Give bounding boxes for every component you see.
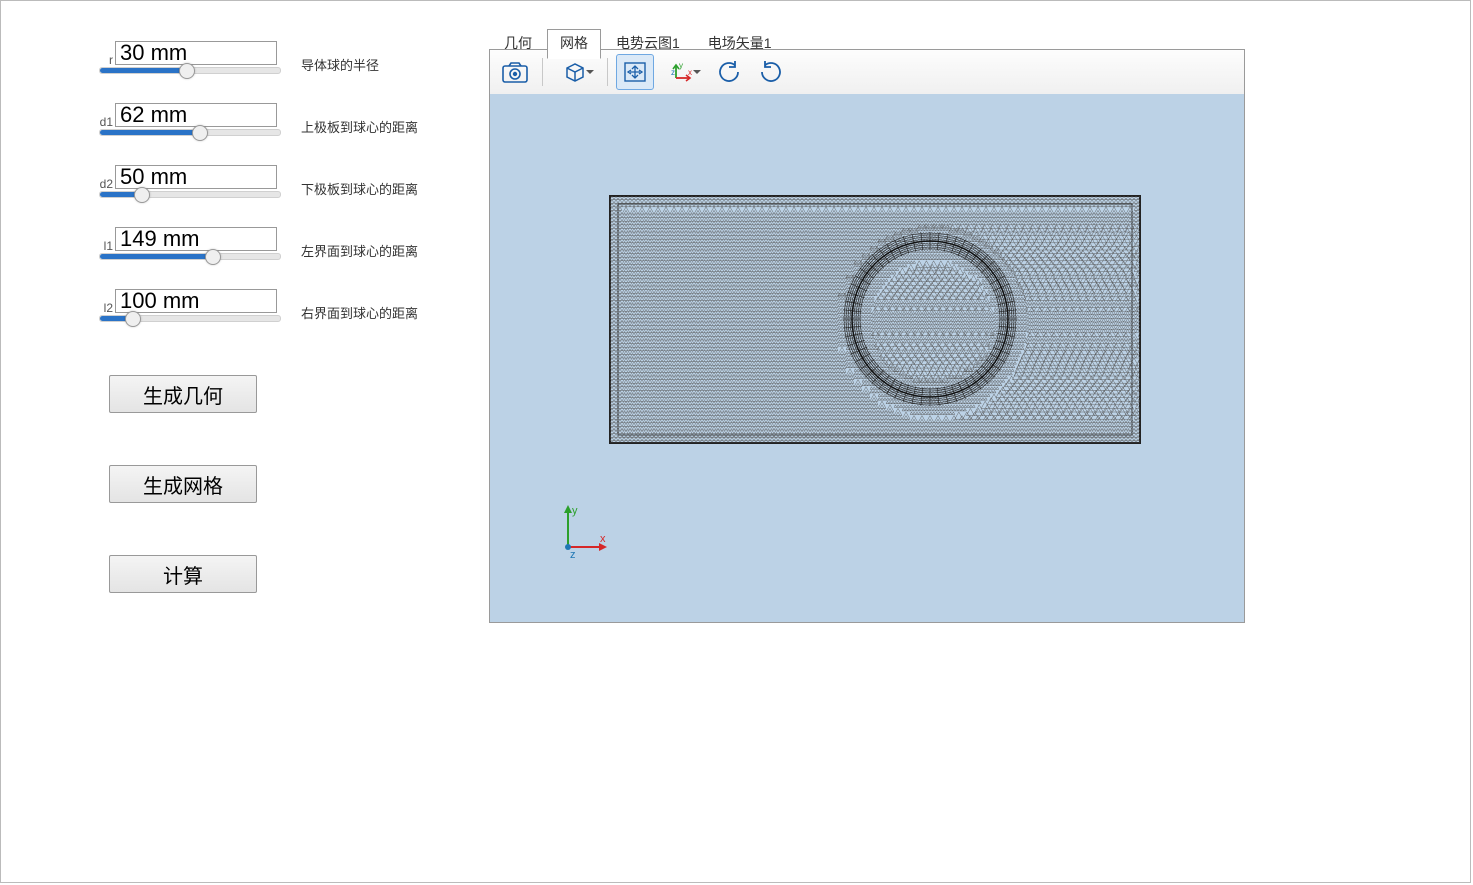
toolbar-separator — [542, 58, 543, 86]
zoom-extents-button[interactable] — [616, 54, 654, 90]
param-input-r[interactable] — [115, 41, 277, 65]
app-window: r 导体球的半径 d1 上极板到球心的距离 d2 下极板到球心的距离 l1 左界面到球心的距离… — [0, 0, 1471, 883]
rotate-cw-button[interactable] — [710, 54, 748, 90]
param-row-r: r 导体球的半径 — [91, 41, 451, 81]
param-key-label: r — [91, 53, 113, 67]
solve-button[interactable]: 计算 — [109, 555, 257, 593]
param-row-d2: d2 下极板到球心的距离 — [91, 165, 451, 205]
param-input-l1[interactable] — [115, 227, 277, 251]
param-key-label: l2 — [91, 301, 113, 315]
rotate-ccw-icon — [758, 59, 784, 85]
svg-text:z: z — [671, 68, 675, 77]
param-slider-l1[interactable] — [99, 253, 281, 260]
screenshot-button[interactable] — [496, 54, 534, 90]
param-input-d1[interactable] — [115, 103, 277, 127]
param-desc-label: 左界面到球心的距离 — [301, 241, 418, 260]
param-row-d1: d1 上极板到球心的距离 — [91, 103, 451, 143]
viewer-toolbar: y x z — [490, 50, 1244, 95]
svg-text:z: z — [570, 549, 576, 561]
camera-icon — [502, 61, 528, 83]
rotate-ccw-button[interactable] — [752, 54, 790, 90]
param-slider-r[interactable] — [99, 67, 281, 74]
axis-orientation-dropdown[interactable]: y x z — [658, 54, 706, 90]
toolbar-separator — [607, 58, 608, 86]
parameter-panel: r 导体球的半径 d1 上极板到球心的距离 d2 下极板到球心的距离 l1 左界面到球心的距离… — [91, 41, 451, 593]
mesh-canvas[interactable]: y x z — [490, 94, 1244, 622]
param-slider-d1[interactable] — [99, 129, 281, 136]
param-desc-label: 右界面到球心的距离 — [301, 303, 418, 322]
param-input-d2[interactable] — [115, 165, 277, 189]
param-input-l2[interactable] — [115, 289, 277, 313]
param-key-label: d1 — [91, 115, 113, 129]
param-slider-l2[interactable] — [99, 315, 281, 322]
zoom-extents-icon — [623, 61, 647, 83]
viewer-pane: y x z — [489, 49, 1245, 623]
svg-text:x: x — [600, 533, 606, 545]
param-key-label: d2 — [91, 177, 113, 191]
svg-text:x: x — [688, 68, 692, 77]
param-desc-label: 导体球的半径 — [301, 55, 379, 74]
geom-button[interactable]: 生成几何 — [109, 375, 257, 413]
axis-gizmo: y x z — [550, 502, 610, 562]
param-slider-d2[interactable] — [99, 191, 281, 198]
param-desc-label: 上极板到球心的距离 — [301, 117, 418, 136]
param-row-l2: l2 右界面到球心的距离 — [91, 289, 451, 329]
svg-text:y: y — [572, 505, 578, 517]
param-desc-label: 下极板到球心的距离 — [301, 179, 418, 198]
rotate-cw-icon — [716, 59, 742, 85]
tab-网格[interactable]: 网格 — [547, 29, 601, 59]
mesh-button[interactable]: 生成网格 — [109, 465, 257, 503]
cube-icon — [563, 60, 587, 84]
view-cube-dropdown[interactable] — [551, 54, 599, 90]
param-key-label: l1 — [91, 239, 113, 253]
svg-text:y: y — [679, 61, 683, 70]
axis-icon: y x z — [670, 60, 694, 84]
param-row-l1: l1 左界面到球心的距离 — [91, 227, 451, 267]
